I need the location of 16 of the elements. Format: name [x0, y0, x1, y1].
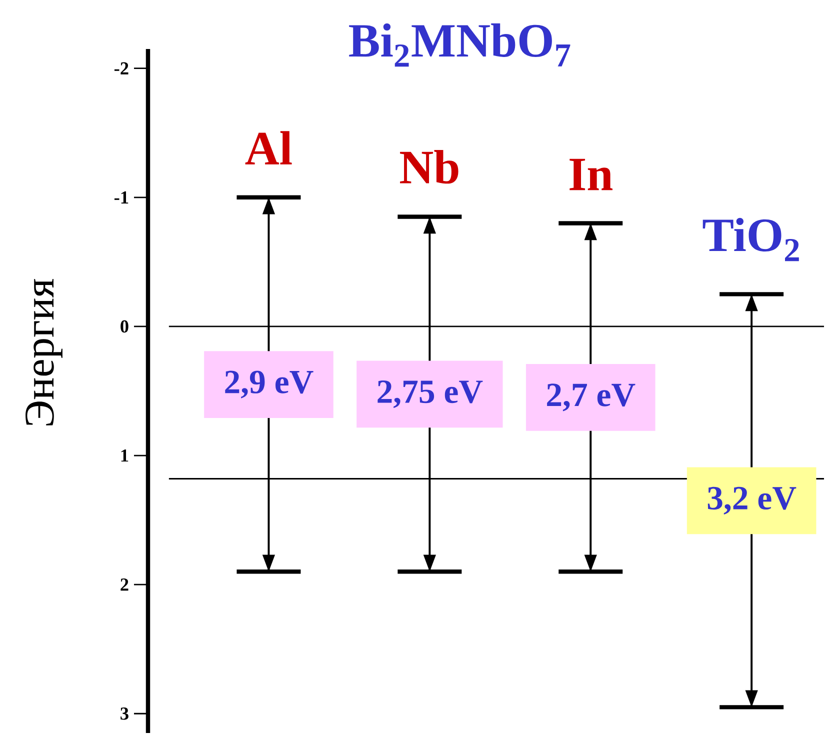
y-tick-label: -2 — [114, 62, 128, 74]
x-tick-label: Al — [245, 131, 292, 164]
y-tick-label: 1 — [121, 449, 128, 462]
y-tick-label: -1 — [114, 191, 128, 204]
y-tick-label: 2 — [120, 578, 128, 591]
y-tick-label: 0 — [120, 320, 128, 333]
data-label: 2,9 eV — [225, 370, 314, 398]
y-tick-label: 3 — [120, 707, 128, 720]
data-label: 2,75 eV — [378, 380, 483, 408]
data-label: 3,2 eV — [708, 486, 796, 514]
chart-title: Bi$_{2}$MNbO$_{7}$ — [349, 23, 570, 67]
x-tick-label: In — [570, 158, 612, 190]
y-axis-title: Энергия — [26, 278, 62, 426]
x-tick-label: Nb — [400, 150, 458, 184]
x-tick-label: TiO$_{2}$ — [702, 218, 799, 262]
data-label: 2,7 eV — [547, 384, 636, 412]
